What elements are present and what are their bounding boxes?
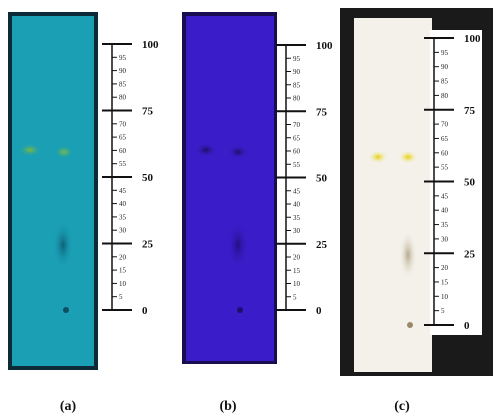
ruler-label: 10 bbox=[119, 280, 127, 288]
ruler-label: 35 bbox=[119, 213, 127, 221]
ruler-label: 15 bbox=[293, 267, 301, 275]
ruler-label: 90 bbox=[441, 63, 449, 71]
ruler-label: 95 bbox=[119, 54, 127, 62]
ruler-label: 100 bbox=[464, 33, 481, 45]
panel-caption: (b) bbox=[219, 399, 236, 414]
ruler-label: 35 bbox=[441, 221, 449, 229]
figure: 0510152025303540455055606570758085909510… bbox=[0, 0, 493, 415]
ruler-label: 70 bbox=[119, 120, 127, 128]
ruler-label: 60 bbox=[119, 147, 127, 155]
ruler-label: 100 bbox=[142, 39, 159, 51]
ruler-label: 50 bbox=[142, 172, 154, 184]
spot bbox=[398, 150, 418, 164]
origin-spot bbox=[407, 322, 413, 328]
ruler-label: 75 bbox=[464, 105, 476, 117]
ruler-label: 50 bbox=[316, 173, 328, 185]
ruler-label: 15 bbox=[119, 267, 127, 275]
ruler-label: 30 bbox=[119, 227, 127, 235]
spot bbox=[228, 145, 248, 159]
ruler-label: 90 bbox=[119, 67, 127, 75]
ruler-label: 80 bbox=[119, 94, 127, 102]
ruler-label: 45 bbox=[119, 187, 127, 195]
origin-spot bbox=[237, 307, 243, 313]
ruler-label: 40 bbox=[441, 207, 449, 215]
panel-caption: (a) bbox=[60, 399, 77, 414]
ruler-label: 15 bbox=[441, 278, 449, 286]
ruler-label: 20 bbox=[293, 254, 301, 262]
ruler-label: 25 bbox=[142, 239, 154, 251]
ruler-label: 55 bbox=[119, 160, 127, 168]
ruler-label: 55 bbox=[441, 164, 449, 172]
plate bbox=[186, 16, 274, 361]
ruler-label: 0 bbox=[142, 305, 148, 317]
spot bbox=[54, 145, 74, 159]
smear bbox=[228, 221, 248, 269]
ruler-label: 5 bbox=[293, 293, 297, 301]
ruler-label: 80 bbox=[441, 92, 449, 100]
smear bbox=[53, 221, 73, 269]
origin-spot bbox=[63, 307, 69, 313]
plate bbox=[12, 16, 94, 366]
ruler-label: 65 bbox=[293, 134, 301, 142]
spot bbox=[18, 143, 42, 157]
panel-caption: (c) bbox=[394, 399, 410, 414]
ruler-label: 40 bbox=[293, 201, 301, 209]
ruler-label: 95 bbox=[441, 49, 449, 57]
ruler-label: 25 bbox=[316, 239, 328, 251]
ruler-label: 65 bbox=[119, 134, 127, 142]
ruler-label: 60 bbox=[441, 149, 449, 157]
ruler-label: 70 bbox=[441, 121, 449, 129]
ruler-label: 85 bbox=[441, 78, 449, 86]
plate bbox=[354, 18, 432, 372]
ruler-label: 30 bbox=[441, 235, 449, 243]
ruler-label: 5 bbox=[441, 307, 445, 315]
ruler-label: 100 bbox=[316, 40, 333, 52]
ruler-label: 60 bbox=[293, 148, 301, 156]
ruler-label: 30 bbox=[293, 227, 301, 235]
ruler-label: 65 bbox=[441, 135, 449, 143]
ruler-label: 0 bbox=[464, 320, 470, 332]
ruler-label: 50 bbox=[464, 177, 476, 189]
ruler-label: 45 bbox=[293, 187, 301, 195]
ruler-label: 20 bbox=[441, 264, 449, 272]
ruler-label: 20 bbox=[119, 253, 127, 261]
ruler-label: 55 bbox=[293, 161, 301, 169]
spot bbox=[195, 143, 217, 157]
ruler-label: 0 bbox=[316, 305, 322, 317]
ruler-label: 10 bbox=[441, 293, 449, 301]
ruler-label: 75 bbox=[316, 106, 328, 118]
ruler-label: 90 bbox=[293, 68, 301, 76]
ruler-label: 35 bbox=[293, 214, 301, 222]
ruler-label: 40 bbox=[119, 200, 127, 208]
ruler-label: 95 bbox=[293, 55, 301, 63]
ruler-label: 5 bbox=[119, 293, 123, 301]
ruler-label: 45 bbox=[441, 192, 449, 200]
ruler-label: 70 bbox=[293, 121, 301, 129]
ruler-label: 75 bbox=[142, 106, 154, 118]
ruler-label: 80 bbox=[293, 95, 301, 103]
ruler-label: 25 bbox=[464, 248, 476, 260]
ruler-label: 85 bbox=[293, 81, 301, 89]
ruler-label: 85 bbox=[119, 80, 127, 88]
smear bbox=[399, 230, 417, 280]
ruler-label: 10 bbox=[293, 280, 301, 288]
spot bbox=[368, 150, 388, 164]
